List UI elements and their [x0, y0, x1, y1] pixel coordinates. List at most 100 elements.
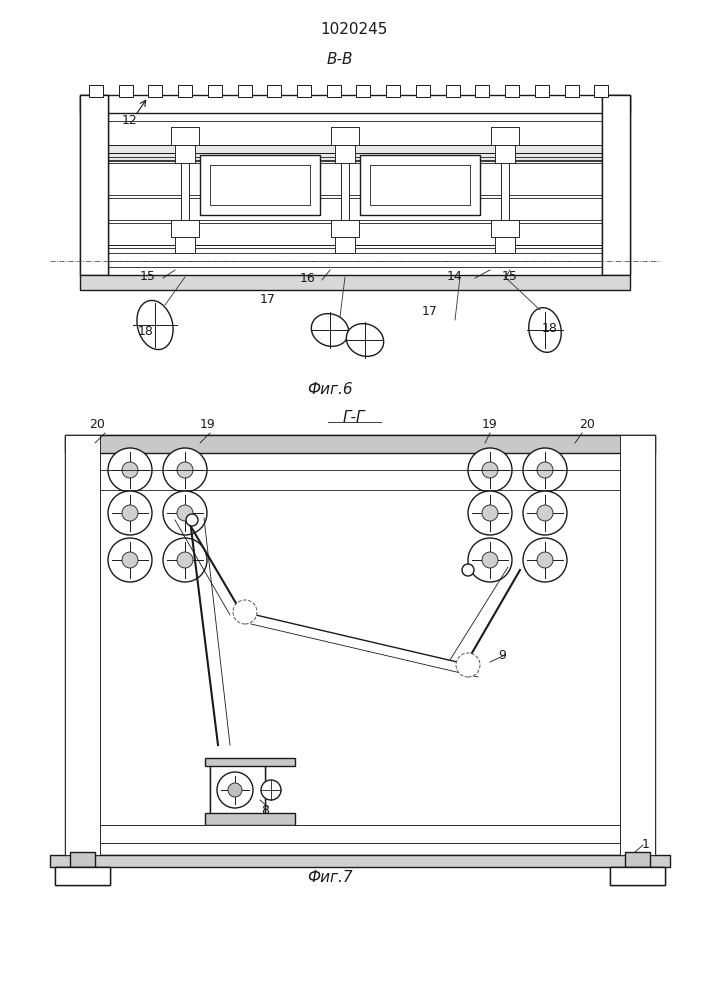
Bar: [80, 95, 630, 113]
Circle shape: [456, 653, 480, 677]
Text: 18: 18: [542, 322, 558, 335]
Bar: [50, 855, 670, 867]
Bar: [210, 765, 265, 815]
Bar: [80, 95, 108, 275]
Bar: [80, 95, 630, 113]
Text: 15: 15: [502, 270, 518, 283]
Bar: [565, 85, 578, 97]
Bar: [495, 145, 515, 163]
Circle shape: [235, 608, 245, 618]
Bar: [356, 85, 370, 97]
Text: 1: 1: [642, 838, 650, 851]
Circle shape: [482, 552, 498, 568]
Circle shape: [523, 448, 567, 492]
Bar: [89, 85, 103, 97]
Bar: [65, 435, 100, 855]
Text: 12: 12: [122, 114, 138, 127]
Circle shape: [468, 538, 512, 582]
Circle shape: [482, 505, 498, 521]
Circle shape: [122, 552, 138, 568]
Circle shape: [163, 491, 207, 535]
Text: 9: 9: [498, 649, 506, 662]
Bar: [297, 85, 311, 97]
Bar: [595, 85, 608, 97]
Circle shape: [537, 552, 553, 568]
Text: 20: 20: [89, 418, 105, 431]
Bar: [148, 85, 163, 97]
Bar: [491, 220, 519, 237]
Ellipse shape: [346, 324, 384, 356]
Bar: [200, 155, 320, 215]
Bar: [625, 852, 650, 867]
Circle shape: [523, 491, 567, 535]
Circle shape: [462, 564, 474, 576]
Bar: [208, 85, 222, 97]
Bar: [501, 163, 509, 220]
Bar: [65, 435, 655, 453]
Bar: [360, 155, 480, 215]
Circle shape: [163, 538, 207, 582]
Text: Фиг.7: Фиг.7: [307, 870, 353, 886]
Bar: [602, 95, 630, 275]
Circle shape: [108, 448, 152, 492]
Circle shape: [261, 780, 281, 800]
Ellipse shape: [529, 308, 561, 352]
Bar: [70, 852, 95, 867]
Bar: [80, 95, 108, 275]
Text: 20: 20: [579, 418, 595, 431]
Bar: [181, 163, 189, 220]
Text: В-В: В-В: [327, 52, 354, 68]
Bar: [335, 237, 355, 253]
Text: Фиг.6: Фиг.6: [307, 382, 353, 397]
Text: 1020245: 1020245: [320, 22, 387, 37]
Bar: [491, 127, 519, 145]
Bar: [335, 237, 355, 253]
Text: Г-Г: Г-Г: [343, 410, 366, 424]
Bar: [210, 165, 310, 205]
Text: 17: 17: [422, 305, 438, 318]
Bar: [335, 145, 355, 163]
Bar: [181, 163, 189, 220]
Bar: [80, 145, 630, 153]
Text: 17: 17: [260, 293, 276, 306]
Bar: [205, 758, 295, 766]
Bar: [178, 85, 192, 97]
Bar: [65, 435, 655, 855]
Bar: [491, 220, 519, 237]
Bar: [55, 867, 110, 885]
Bar: [327, 85, 341, 97]
Bar: [331, 220, 359, 237]
Bar: [175, 145, 195, 163]
Bar: [620, 435, 655, 855]
Bar: [386, 85, 400, 97]
Bar: [171, 220, 199, 237]
Bar: [505, 85, 519, 97]
Bar: [610, 867, 665, 885]
Bar: [331, 127, 359, 145]
Bar: [331, 220, 359, 237]
Bar: [80, 275, 630, 290]
Bar: [55, 867, 110, 885]
Circle shape: [537, 505, 553, 521]
Bar: [331, 127, 359, 145]
Bar: [416, 85, 430, 97]
Bar: [341, 163, 349, 220]
Bar: [175, 145, 195, 163]
Circle shape: [122, 505, 138, 521]
Circle shape: [186, 514, 198, 526]
Bar: [210, 765, 265, 815]
Bar: [100, 825, 620, 843]
Text: 14: 14: [447, 270, 463, 283]
Bar: [119, 85, 133, 97]
Circle shape: [163, 448, 207, 492]
Circle shape: [463, 662, 473, 672]
Bar: [341, 163, 349, 220]
Bar: [495, 237, 515, 253]
Bar: [602, 95, 630, 275]
Circle shape: [468, 448, 512, 492]
Bar: [238, 85, 252, 97]
Bar: [171, 220, 199, 237]
Bar: [80, 153, 630, 161]
Text: 19: 19: [200, 418, 216, 431]
Text: 16: 16: [300, 272, 316, 285]
